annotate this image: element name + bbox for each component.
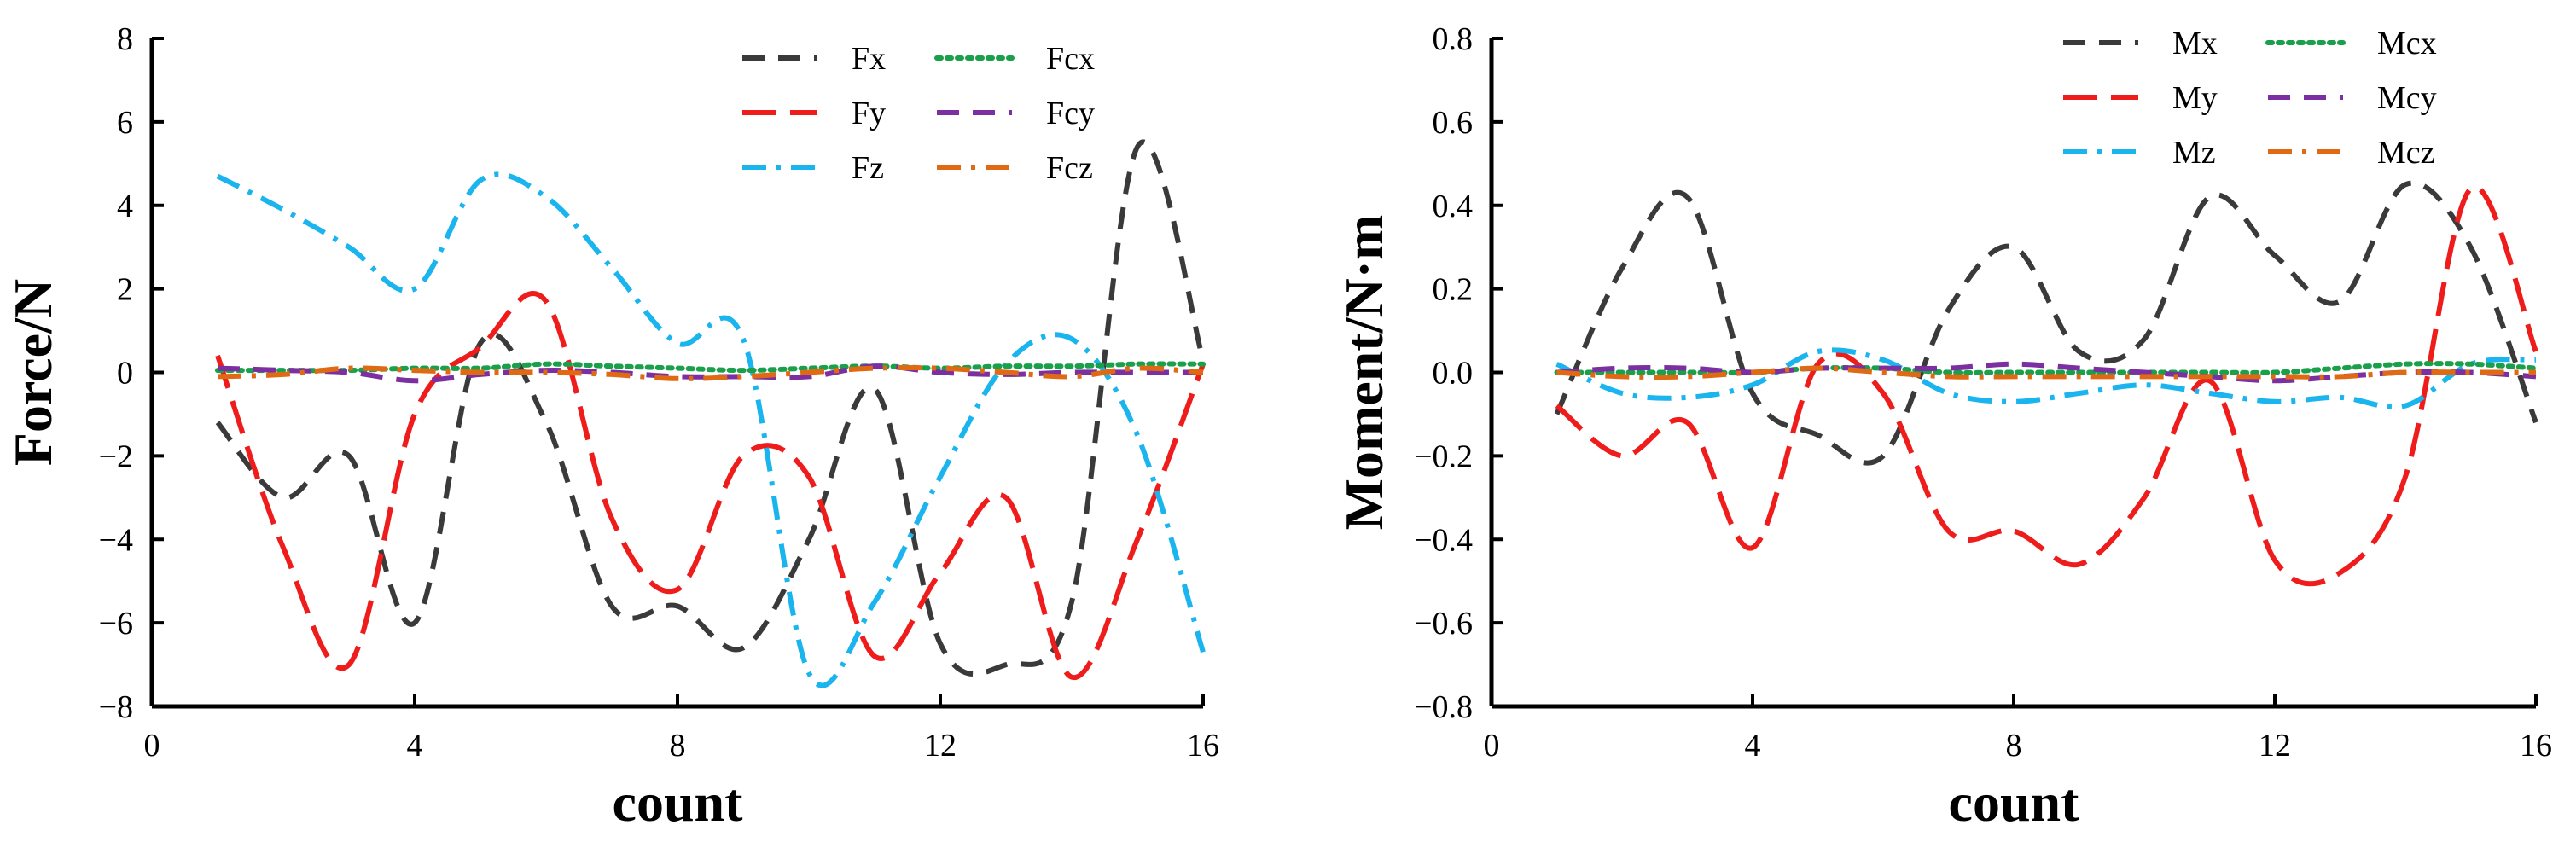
y-tick-label: 0.4 (1433, 189, 1474, 224)
y-tick-label: 0.8 (1433, 21, 1474, 57)
legend-label-fx: Fx (852, 41, 886, 77)
legend-label-fcz: Fcz (1046, 150, 1093, 186)
y-tick-label: 0.2 (1433, 272, 1474, 308)
y-tick-label: 4 (117, 189, 133, 224)
x-axis-label: count (1949, 772, 2080, 833)
series-line-mcz (1556, 365, 2536, 380)
series-line-fx (215, 139, 1206, 677)
legend-label-fy: Fy (852, 96, 886, 131)
x-tick-label: 16 (1187, 728, 1219, 764)
x-tick-label: 12 (924, 728, 957, 764)
x-axis-label: count (613, 772, 744, 833)
panel-1: 8 6 4 2 0 −2 −4 −6 −8 0 4 8 12 16 count Force/N Fx Fy Fz Fc… (3, 21, 1219, 833)
x-tick-label: 4 (407, 728, 423, 764)
x-tick-label: 8 (2006, 728, 2022, 764)
legend-label-mcx: Mcx (2377, 26, 2437, 61)
y-tick-label: −4 (99, 522, 133, 558)
y-tick-label: 0.6 (1433, 105, 1474, 141)
legend-label-fcx: Fcx (1046, 41, 1095, 77)
x-tick-label: 12 (2259, 728, 2291, 764)
y-tick-label: −0.6 (1414, 606, 1473, 642)
legend-label-mcy: Mcy (2377, 80, 2437, 116)
series-line-mcy (1556, 361, 2537, 384)
series-line-mz (1555, 347, 2537, 410)
x-tick-label: 0 (144, 728, 160, 764)
y-tick-label: 2 (117, 272, 133, 308)
y-axis-label: Moment/N·m (1334, 215, 1394, 531)
legend-label-mz: Mz (2172, 135, 2216, 171)
y-tick-label: 6 (117, 105, 133, 141)
panel-2: 0.8 0.6 0.4 0.2 0.0 −0.2 −0.4 −0.6 −0.8 0 4 8 12 16 co… (1334, 21, 2552, 833)
y-tick-label: −0.8 (1414, 689, 1473, 725)
legend-label-fcy: Fcy (1046, 96, 1095, 131)
series-line-mx (1554, 180, 2538, 466)
y-tick-label: −2 (99, 438, 133, 474)
legend-label-fz: Fz (852, 150, 884, 186)
series-line-my (1555, 183, 2538, 587)
x-tick-label: 4 (1745, 728, 1761, 764)
y-tick-label: 0.0 (1433, 356, 1474, 392)
y-tick-label: −0.2 (1414, 438, 1473, 474)
y-tick-label: −6 (99, 606, 133, 642)
legend: Mx My Mz Mcx Mcy Mcz (2063, 26, 2437, 171)
series-line-fcy (217, 363, 1203, 384)
x-tick-label: 8 (670, 728, 686, 764)
series-line-fcz (217, 365, 1204, 381)
y-tick-label: 0 (117, 356, 133, 392)
y-tick-label: −0.4 (1414, 522, 1473, 558)
legend-label-mx: Mx (2172, 26, 2218, 61)
legend-label-mcz: Mcz (2377, 135, 2435, 171)
y-tick-label: 8 (117, 21, 133, 57)
x-tick-label: 16 (2520, 728, 2552, 764)
series-line-fz (216, 171, 1206, 688)
series-line-fy (215, 291, 1206, 680)
legend: Fx Fy Fz Fcx Fcy Fcz (742, 41, 1095, 186)
y-axis-label: Force/N (3, 279, 63, 466)
x-tick-label: 0 (1484, 728, 1500, 764)
legend-label-my: My (2172, 80, 2218, 116)
y-tick-label: −8 (99, 689, 133, 725)
